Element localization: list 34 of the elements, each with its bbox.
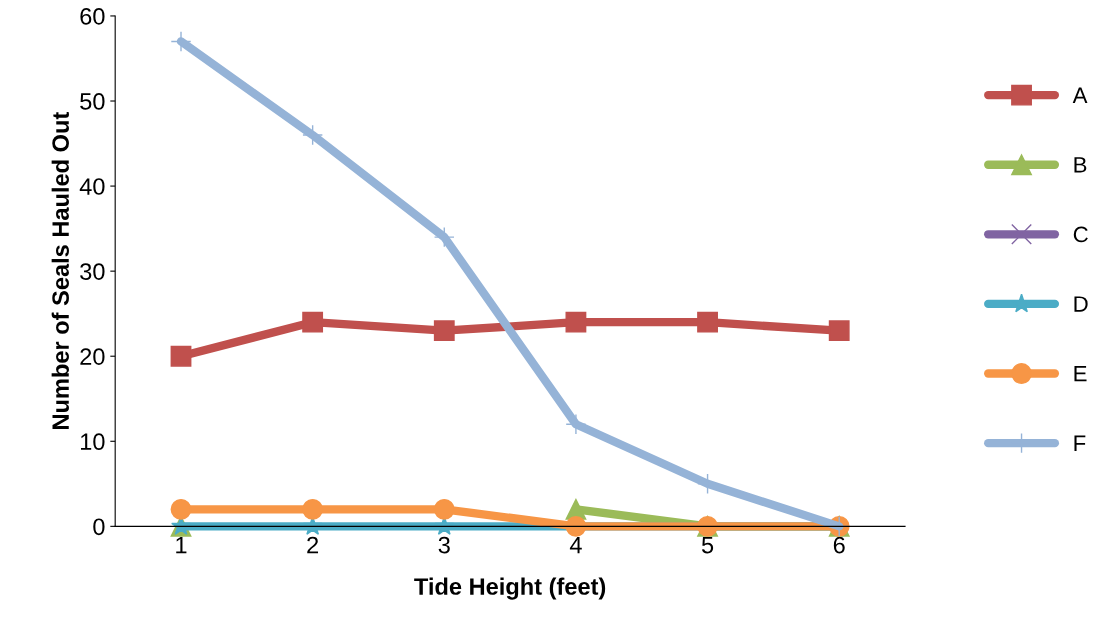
- x-tick-label: 4: [569, 536, 582, 554]
- point: [302, 311, 324, 333]
- x-tick-label: 6: [833, 536, 845, 554]
- y-tick-label: 10: [81, 433, 105, 451]
- x-tick-label: 5: [701, 536, 714, 554]
- legend-label: F: [1074, 435, 1086, 451]
- legend-label: E: [1074, 366, 1087, 382]
- point: [433, 226, 455, 248]
- y-tick-label: 40: [79, 178, 105, 195]
- legend-label: D: [1074, 296, 1088, 312]
- x-tick-label: 3: [438, 536, 450, 554]
- y-tick-label: 20: [80, 348, 105, 365]
- legend-label: A: [1072, 87, 1088, 103]
- y-tick-label: 60: [80, 8, 105, 25]
- point: [170, 345, 192, 367]
- point: [302, 124, 324, 146]
- point: [170, 498, 192, 520]
- legend-label: C: [1073, 226, 1088, 243]
- point: [170, 31, 192, 52]
- y-tick-label: 30: [80, 263, 105, 280]
- x-tick-label: 1: [176, 536, 187, 554]
- point: [828, 320, 850, 342]
- point: [433, 498, 455, 520]
- x-axis-title: Tide Height (feet): [414, 577, 606, 600]
- y-tick-label: 50: [80, 93, 105, 110]
- point: [302, 498, 324, 520]
- y-axis-title: Number of Seals Hauled Out: [51, 112, 69, 429]
- point: [433, 320, 455, 342]
- point: [565, 413, 587, 435]
- x-tick-label: 2: [307, 536, 319, 554]
- point: [697, 311, 718, 333]
- legend-label: B: [1074, 157, 1087, 173]
- point: [565, 311, 587, 333]
- y-tick-label: 0: [93, 518, 105, 536]
